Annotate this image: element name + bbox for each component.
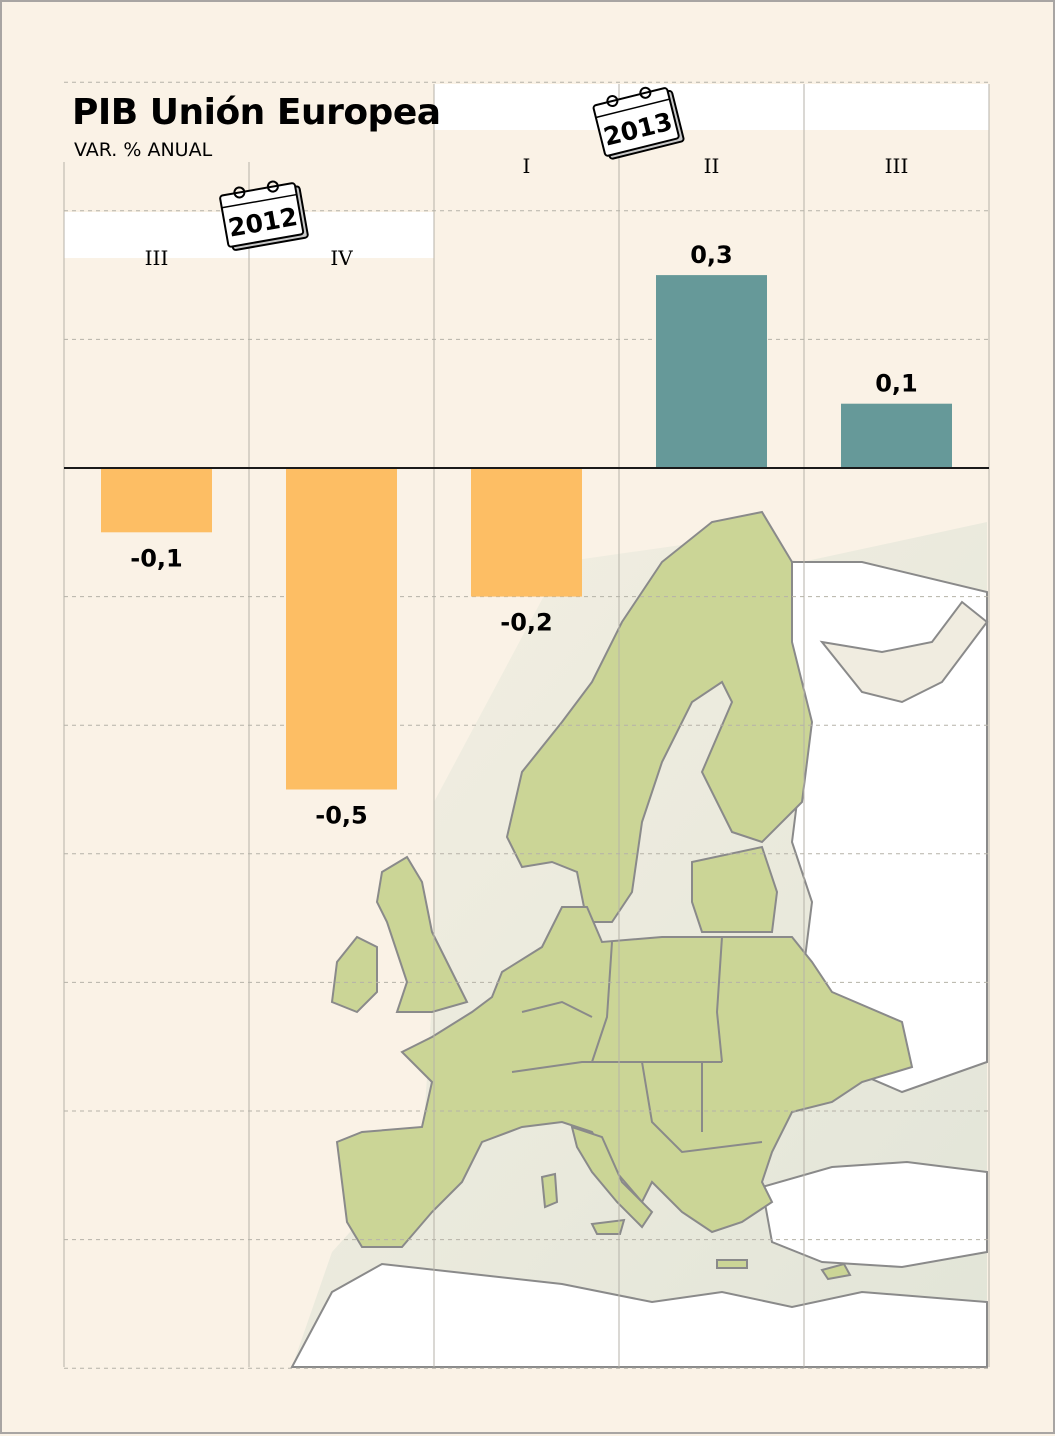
quarter-label-4: II [704, 154, 720, 178]
quarter-label-3: I [523, 154, 531, 178]
bar-5 [841, 403, 952, 468]
map-crete [716, 1259, 748, 1269]
value-label-5: 0,1 [875, 370, 918, 398]
map-sicily [590, 1218, 626, 1235]
value-label-4: 0,3 [690, 241, 733, 269]
quarter-labels: III IVI II III [145, 154, 909, 270]
map-cyprus [820, 1262, 852, 1281]
map-turkey [760, 1160, 988, 1269]
map-continent [335, 906, 914, 1248]
value-labels: -0,1 -0,5 -0,2 0,3 0,1 [130, 241, 918, 829]
value-label-3: -0,2 [500, 609, 552, 637]
chart-title: PIB Unión Europea [72, 92, 441, 133]
gridlines [64, 81, 989, 1369]
europe-map [290, 510, 989, 1368]
quarter-label-2: IV [330, 246, 353, 270]
map-italy [570, 1125, 654, 1229]
map-baltics [691, 845, 779, 933]
calendar-icon-2013: 2013 [592, 86, 685, 160]
chart-subtitle: VAR. % ANUAL [74, 139, 213, 161]
map-africa [290, 1262, 988, 1368]
map-ireland [330, 935, 378, 1014]
map-sardinia [540, 1172, 559, 1209]
bars [101, 275, 952, 790]
quarter-label-1: III [145, 246, 169, 270]
calendar-icon-2012: 2012 [219, 180, 309, 251]
quarter-label-5: III [885, 154, 909, 178]
map-scandinavia [505, 510, 814, 923]
value-label-2: -0,5 [315, 802, 367, 830]
bar-4 [656, 275, 767, 468]
column-separators [63, 84, 990, 1367]
value-label-1: -0,1 [130, 544, 182, 572]
bar-3 [471, 468, 582, 597]
year-band-2013 [434, 84, 989, 130]
bar-1 [101, 468, 212, 533]
map-great-britain [375, 855, 469, 1013]
bar-2 [286, 468, 397, 790]
map-internal-borders [511, 936, 763, 1154]
map-kola [819, 600, 989, 704]
